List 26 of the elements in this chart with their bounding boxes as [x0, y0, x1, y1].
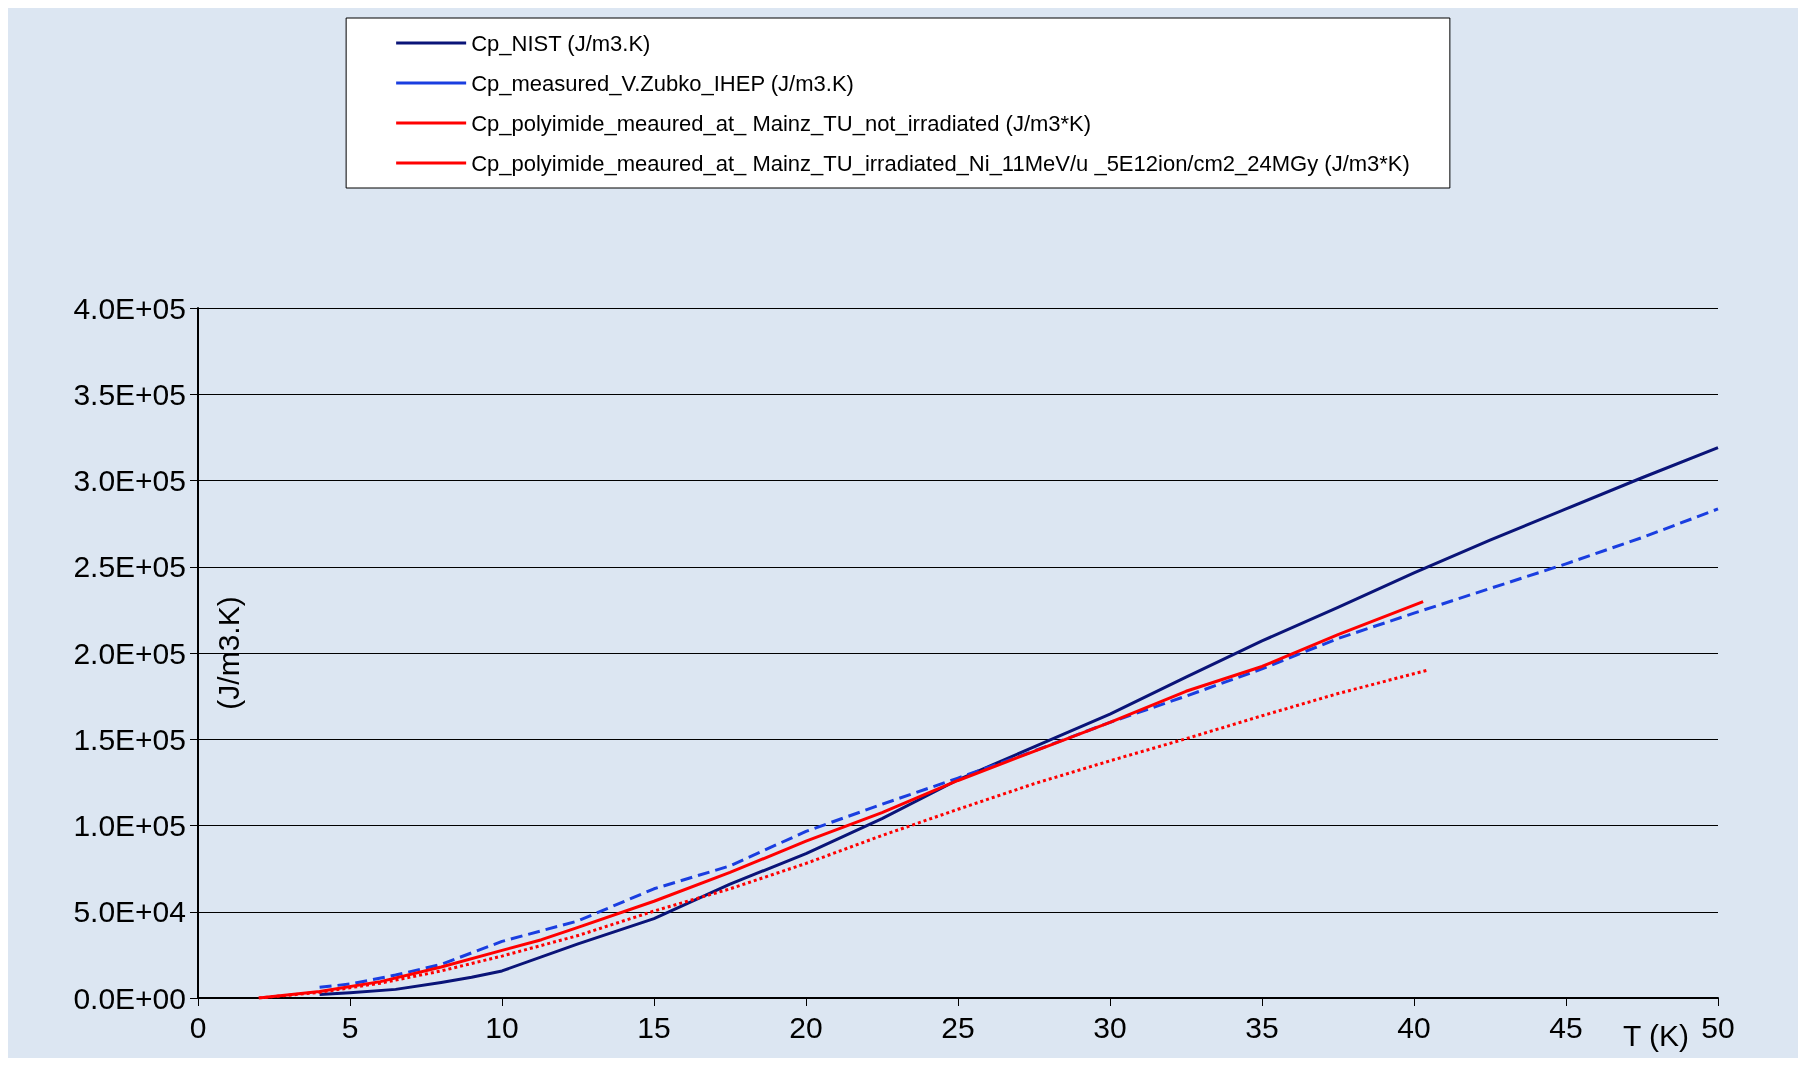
y-tick-label: 1.0E+05: [73, 809, 186, 842]
y-tick-label: 3.5E+05: [73, 377, 186, 411]
legend-label: Cp_polyimide_meaured_at_ Mainz_TU_not_irradiated (J/m3*K): [471, 110, 1092, 136]
x-tick-label: 10: [485, 1010, 519, 1044]
y-tick-label: 5.0E+04: [73, 895, 186, 929]
x-tick-label: 45: [1549, 1010, 1583, 1044]
x-tick-label: 20: [789, 1010, 823, 1044]
x-axis-title: T (K): [1623, 1018, 1690, 1052]
y-tick-label: 0.0E+00: [73, 981, 186, 1015]
legend-label: Cp_NIST (J/m3.K): [471, 30, 651, 56]
y-tick-label: 2.5E+05: [73, 550, 186, 584]
x-tick-label: 35: [1245, 1010, 1279, 1044]
legend-label: Cp_measured_V.Zubko_IHEP (J/m3.K): [471, 70, 854, 96]
x-tick-label: 15: [637, 1010, 671, 1044]
y-tick-label: 3.0E+05: [73, 464, 186, 497]
y-tick-label: 1.5E+05: [73, 722, 186, 756]
y-tick-label: 2.0E+05: [73, 636, 186, 670]
y-tick-label: 4.0E+05: [73, 291, 186, 325]
x-tick-label: 5: [341, 1010, 359, 1044]
x-tick-label: 50: [1701, 1010, 1735, 1044]
legend-label: Cp_polyimide_meaured_at_ Mainz_TU_irradiated_Ni_11MeV/u _5E12ion/cm2_24MGy (J/m3*K): [471, 150, 1410, 176]
x-tick-label: 40: [1397, 1010, 1431, 1044]
x-tick-label: 30: [1093, 1010, 1127, 1044]
x-tick-label: 25: [941, 1010, 975, 1044]
x-tick-label: 0: [189, 1010, 207, 1044]
y-axis-title: (J/m3.K): [211, 596, 245, 710]
